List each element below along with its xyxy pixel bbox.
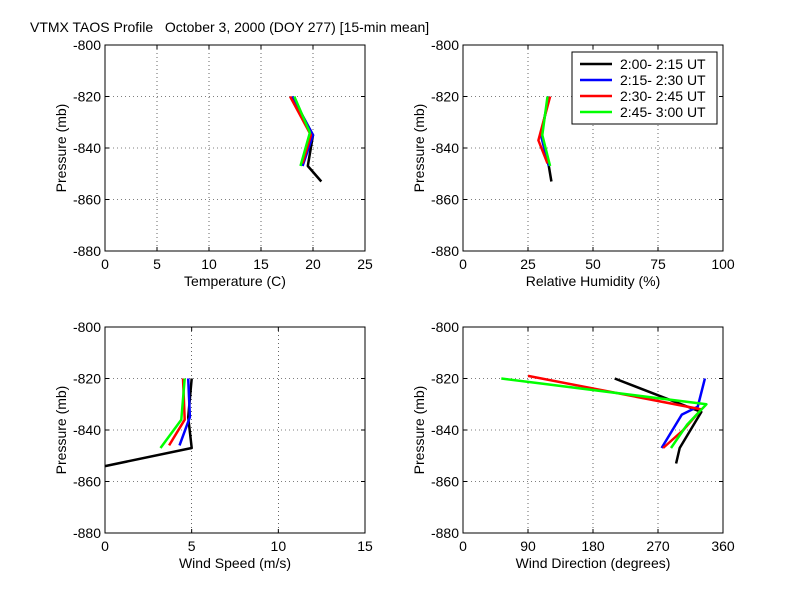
x-tick-label: 90 [520, 538, 536, 554]
x-tick-label: 100 [711, 256, 735, 272]
series-line [614, 377, 703, 464]
y-tick-label: -800 [73, 37, 101, 53]
y-tick-label: -800 [431, 37, 459, 53]
series-line [660, 378, 707, 449]
y-tick-label: -860 [431, 192, 459, 208]
y-tick-label: -840 [73, 422, 101, 438]
x-tick-label: 10 [201, 256, 217, 272]
y-tick-label: -880 [73, 525, 101, 541]
y-tick-label: -880 [431, 525, 459, 541]
y-tick-label: -820 [73, 89, 101, 105]
series-line [501, 377, 708, 449]
figure-title: VTMX TAOS Profile October 3, 2000 (DOY 2… [30, 19, 430, 35]
x-tick-label: 0 [459, 538, 467, 554]
y-axis-label: Pressure (mb) [411, 104, 427, 193]
x-tick-label: 270 [646, 538, 670, 554]
axes-frame [462, 44, 724, 252]
x-tick-label: 0 [459, 256, 467, 272]
x-tick-label: 0 [101, 538, 109, 554]
x-tick-label: 50 [585, 256, 601, 272]
y-tick-label: -880 [73, 243, 101, 259]
y-tick-label: -820 [431, 371, 459, 387]
x-tick-label: 20 [305, 256, 321, 272]
y-axis-label: Pressure (mb) [411, 386, 427, 475]
legend-entry: 2:00- 2:15 UT [620, 56, 706, 72]
chart-temperature: 0 5 10 15 20 25 -800 -820 -840 -860 -880 Temperatur… [53, 37, 373, 289]
y-tick-label: -860 [431, 474, 459, 490]
x-tick-label: 5 [153, 256, 161, 272]
x-axis-label: Wind Direction (degrees) [516, 555, 671, 571]
legend-entry: 2:45- 3:00 UT [620, 104, 706, 120]
chart-wind-direction: 0 90 180 270 360 -800 -820 -840 -860 -880 Wind Dir… [411, 319, 735, 571]
x-tick-label: 360 [711, 538, 735, 554]
x-axis-label: Relative Humidity (%) [526, 273, 661, 289]
x-axis-label: Temperature (C) [184, 273, 286, 289]
y-tick-label: -860 [73, 474, 101, 490]
series-line [293, 96, 312, 167]
x-tick-label: 75 [650, 256, 666, 272]
y-tick-label: -820 [73, 371, 101, 387]
series-line [159, 378, 186, 449]
y-tick-label: -860 [73, 192, 101, 208]
x-tick-label: 10 [271, 538, 287, 554]
x-axis-label: Wind Speed (m/s) [179, 555, 291, 571]
y-tick-label: -820 [431, 89, 459, 105]
legend-entry: 2:30- 2:45 UT [620, 88, 706, 104]
series-line [541, 96, 552, 167]
y-tick-label: -840 [431, 140, 459, 156]
x-tick-label: 25 [520, 256, 536, 272]
axes-frame [104, 44, 366, 252]
series-line [288, 95, 313, 164]
chart-relative-humidity: 0 25 50 75 100 -800 -820 -840 -860 -880 Relative H… [411, 37, 735, 289]
x-tick-label: 15 [253, 256, 269, 272]
y-tick-label: -800 [431, 319, 459, 335]
legend-entry: 2:15- 2:30 UT [620, 72, 706, 88]
y-axis-label: Pressure (mb) [53, 104, 69, 193]
x-tick-label: 15 [357, 538, 373, 554]
y-tick-label: -880 [431, 243, 459, 259]
y-axis-label: Pressure (mb) [53, 386, 69, 475]
legend: 2:00- 2:15 UT2:15- 2:30 UT2:30- 2:45 UT2… [571, 51, 718, 125]
x-tick-label: 25 [357, 256, 373, 272]
axes-frame [104, 326, 366, 534]
axes-frame [462, 326, 724, 534]
x-tick-label: 5 [188, 538, 196, 554]
chart-wind-speed: 0 5 10 15 -800 -820 -840 -860 -880 Wind Speed (m/… [53, 319, 373, 571]
x-tick-label: 180 [581, 538, 605, 554]
y-tick-label: -840 [431, 422, 459, 438]
series-line [178, 378, 192, 446]
y-tick-label: -800 [73, 319, 101, 335]
series-line [527, 374, 703, 449]
x-tick-label: 0 [101, 256, 109, 272]
y-tick-label: -840 [73, 140, 101, 156]
